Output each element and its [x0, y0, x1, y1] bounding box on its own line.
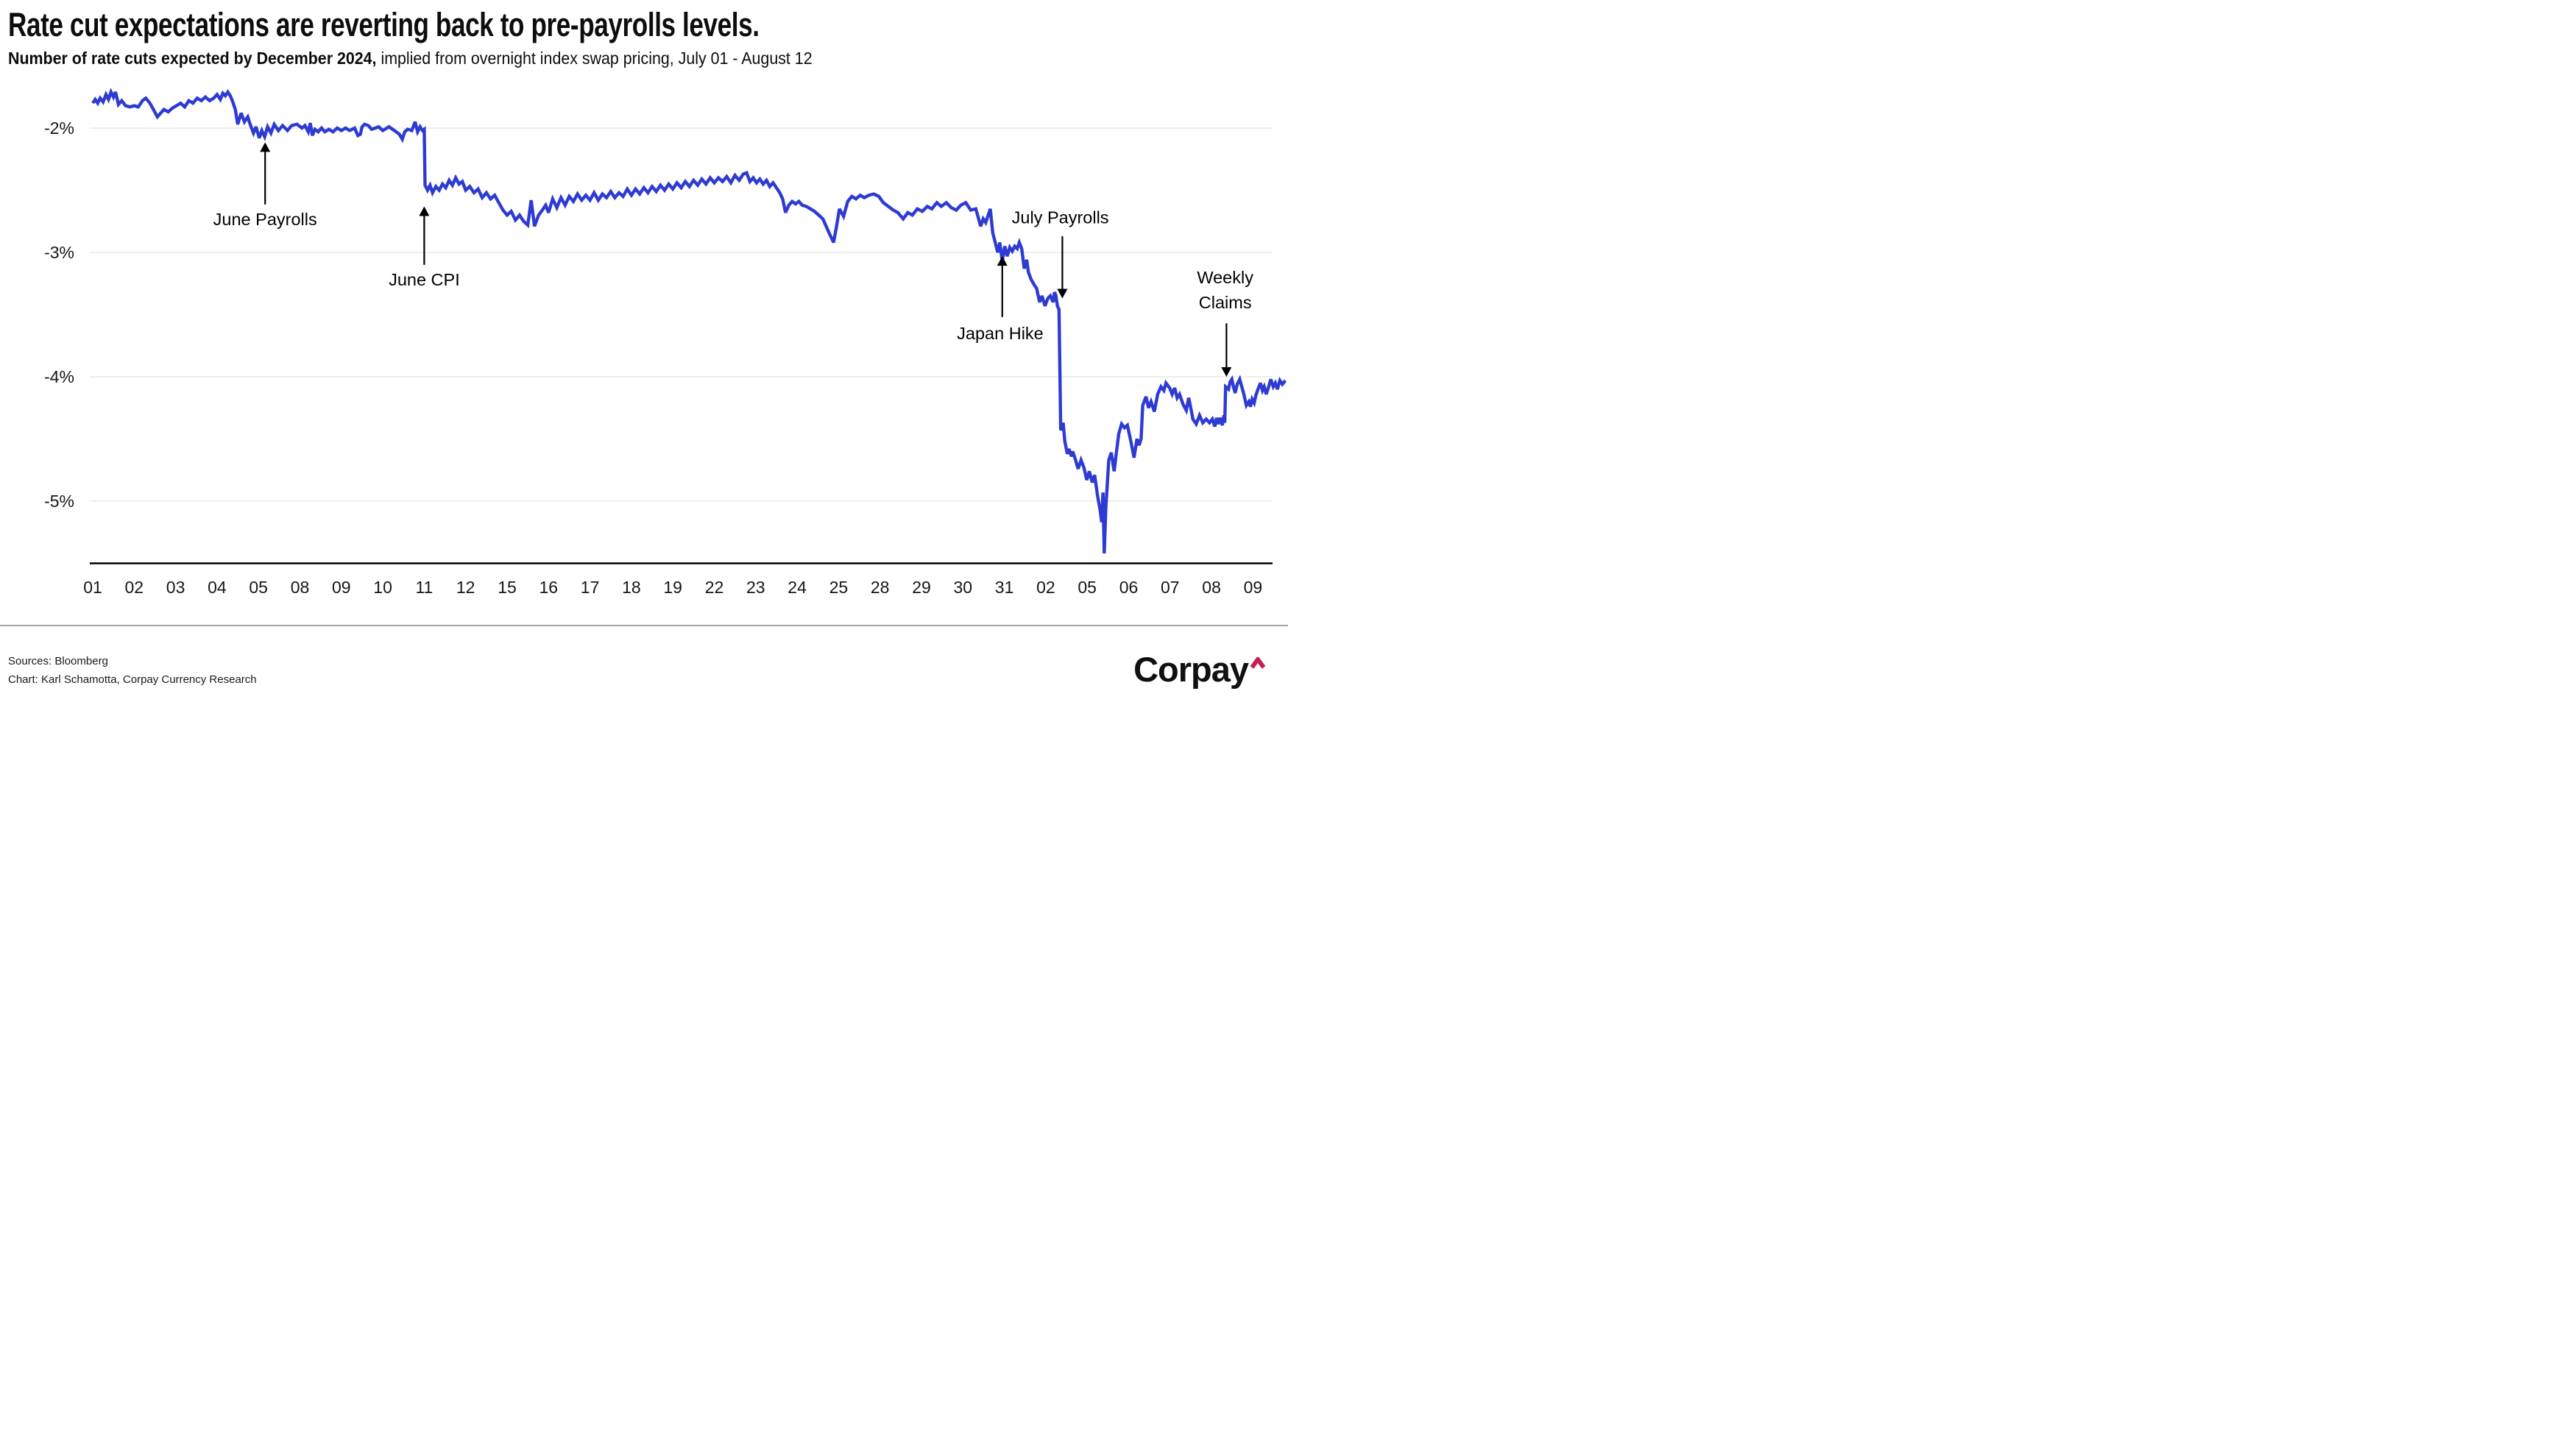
x-axis-label: 09: [332, 578, 351, 597]
x-axis-label: 28: [871, 578, 890, 597]
chart-page: Rate cut expectations are reverting back…: [0, 0, 1288, 718]
annotation-arrowhead-june-cpi: [419, 206, 430, 216]
annotation-label-june-payrolls: June Payrolls: [213, 210, 317, 229]
x-axis-label: 02: [125, 578, 144, 597]
x-axis-label: 18: [622, 578, 641, 597]
corpay-logo: Corpay: [1133, 649, 1266, 690]
corpay-logo-text: Corpay: [1133, 650, 1249, 689]
annotation-label-june-cpi: June CPI: [389, 270, 460, 289]
x-axis-label: 05: [1078, 578, 1097, 597]
x-axis-label: 01: [83, 578, 102, 597]
x-axis-label: 31: [995, 578, 1014, 597]
sources-line: Sources: Bloomberg: [8, 655, 108, 667]
annotation-label-july-payrolls: July Payrolls: [1012, 208, 1109, 227]
y-axis-label: -5%: [44, 492, 74, 511]
x-axis-label: 02: [1036, 578, 1055, 597]
chart-title: Rate cut expectations are reverting back…: [8, 6, 760, 43]
x-axis-label: 23: [746, 578, 765, 597]
y-axis-label: -3%: [44, 243, 74, 262]
x-axis-label: 04: [208, 578, 227, 597]
x-axis-label: 24: [788, 578, 807, 597]
footer-sources: Sources: Bloomberg Chart: Karl Schamotta…: [8, 652, 257, 689]
x-axis-label: 05: [249, 578, 268, 597]
series-line: [91, 88, 1287, 554]
x-axis-label: 08: [1202, 578, 1221, 597]
annotation-label-weekly-claims: Claims: [1199, 293, 1252, 312]
credit-line: Chart: Karl Schamotta, Corpay Currency R…: [8, 673, 257, 686]
line-chart: -2% -3% -4% -5% 01 02 03 04 05 08 09 10 11 12 15 16 17 18…: [44, 88, 1287, 597]
x-axis-label: 11: [415, 578, 433, 597]
y-axis-label: -4%: [44, 367, 74, 386]
subtitle-bold-segment: Number of rate cuts expected by December…: [8, 49, 377, 68]
x-axis-label: 10: [373, 578, 392, 597]
x-axis-label: 25: [829, 578, 849, 597]
x-axis-label: 16: [539, 578, 559, 597]
x-axis-label: 09: [1244, 578, 1263, 597]
corpay-caret-icon: [1250, 637, 1266, 678]
chart-subtitle: Number of rate cuts expected by December…: [8, 49, 813, 68]
annotation-arrowhead-july-payrolls: [1057, 288, 1068, 299]
annotation-arrowhead-june-payrolls: [260, 142, 271, 152]
x-axis-label: 22: [705, 578, 724, 597]
x-axis-label: 19: [663, 578, 682, 597]
subtitle-regular-segment: implied from overnight index swap pricin…: [376, 49, 813, 68]
y-axis-label: -2%: [44, 118, 74, 138]
x-axis-label: 12: [456, 578, 475, 597]
annotation-arrowhead-japan-hike: [997, 256, 1008, 266]
x-axis-label: 06: [1119, 578, 1139, 597]
x-axis-label: 17: [581, 578, 600, 597]
x-axis-label: 08: [291, 578, 310, 597]
annotation-label-japan-hike: Japan Hike: [957, 324, 1044, 343]
annotation-label-weekly-claims: Weekly: [1197, 268, 1253, 287]
footer-divider: [0, 625, 1288, 626]
x-axis-label: 29: [912, 578, 931, 597]
x-axis-label: 07: [1161, 578, 1180, 597]
x-axis-label: 30: [954, 578, 973, 597]
x-axis-label: 15: [498, 578, 517, 597]
x-axis-label: 03: [166, 578, 185, 597]
annotation-arrowhead-weekly-claims: [1221, 367, 1232, 377]
